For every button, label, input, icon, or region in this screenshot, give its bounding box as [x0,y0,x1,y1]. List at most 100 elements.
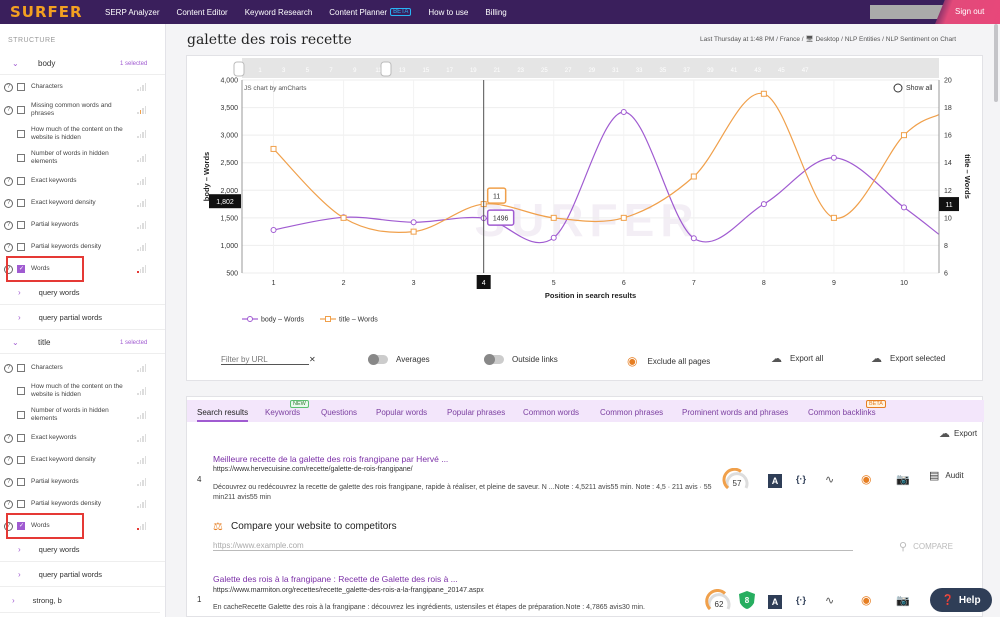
metric-row[interactable]: ? Partial keywords density [0,493,165,515]
nav-content-editor[interactable]: Content Editor [176,7,228,17]
shield-score-icon[interactable]: 8 [738,590,756,610]
metric-checkbox[interactable] [17,221,25,229]
result-title-link[interactable]: Meilleure recette de la galette des rois… [213,454,449,464]
sub-query-words-body[interactable]: › query words [0,281,165,305]
metric-checkbox[interactable] [17,130,25,138]
metric-row[interactable]: How much of the content on the website i… [0,379,165,403]
metric-row[interactable]: ? Characters [0,357,165,379]
result-url[interactable]: https://www.marmiton.org/recettes/recett… [213,587,484,594]
tab-popular-words[interactable]: Popular words [376,408,428,417]
filter-url-input[interactable] [221,355,309,365]
outside-links-toggle[interactable]: Outside links [484,354,558,365]
help-icon[interactable]: ? [4,242,13,252]
title-group[interactable]: ⌄ title 1 selected [0,332,165,354]
body-group[interactable]: ⌄ body 1 selected [0,53,165,75]
metric-checkbox[interactable] [17,154,25,162]
result-title-link[interactable]: Galette des rois à la frangipane : Recet… [213,574,458,584]
metric-row[interactable]: ? Exact keyword density [0,192,165,214]
metric-checkbox[interactable] [17,243,25,251]
camera-icon[interactable]: 📷 [896,474,910,486]
help-icon[interactable]: ? [4,363,13,373]
compare-button[interactable]: ⚲ COMPARE [899,540,953,553]
metric-checkbox[interactable] [17,106,25,114]
help-icon[interactable]: ? [4,477,13,487]
metric-checkbox[interactable] [17,83,25,91]
camera-icon[interactable]: 📷 [896,595,910,607]
content-score-gauge[interactable]: 57 [722,468,752,492]
export-selected-button[interactable]: ☁ Export selected [871,352,945,365]
metric-checkbox[interactable] [17,177,25,185]
eye-icon[interactable]: ◉ [861,472,872,486]
nav-billing[interactable]: Billing [485,7,507,17]
tab-questions[interactable]: Questions [321,408,358,417]
metric-row[interactable]: ? Partial keywords [0,214,165,236]
export-all-button[interactable]: ☁ Export all [771,352,823,365]
tab-search-results[interactable]: Search results [197,408,249,422]
help-icon[interactable]: ? [4,82,13,92]
trend-icon[interactable]: ∿ [825,595,835,607]
metric-checkbox[interactable] [17,500,25,508]
content-score-gauge[interactable]: 62 [704,589,734,613]
help-icon[interactable]: ? [4,264,13,274]
averages-toggle[interactable]: Averages [368,354,430,365]
metric-row[interactable]: ? Characters [0,76,165,98]
help-icon[interactable]: ? [4,198,13,208]
metric-checkbox[interactable] [17,456,25,464]
metric-checkbox[interactable] [17,265,25,273]
sub-query-partial-words-title[interactable]: › query partial words [0,563,165,587]
help-icon[interactable]: ? [4,176,13,186]
metric-row[interactable]: ? Exact keyword density [0,449,165,471]
signout-link[interactable]: Sign out [955,7,985,16]
nav-how-to-use[interactable]: How to use [428,7,469,17]
metric-checkbox[interactable] [17,522,25,530]
result-url[interactable]: https://www.hervecuisine.com/recette/gal… [213,466,413,473]
eye-icon[interactable]: ◉ [861,593,872,607]
help-icon[interactable]: ? [4,105,13,115]
tab-prominent-words[interactable]: Prominent words and phrases [682,408,789,417]
metric-checkbox[interactable] [17,478,25,486]
metric-row[interactable]: ? Words [0,258,165,280]
metric-row[interactable]: Number of words in hidden elements [0,403,165,427]
strong-group[interactable]: › strong, b [0,589,160,613]
help-icon[interactable]: ? [4,455,13,465]
metric-row[interactable]: How much of the content on the website i… [0,122,165,146]
nav-serp-analyzer[interactable]: SERP Analyzer [105,7,160,17]
tab-popular-phrases[interactable]: Popular phrases [447,408,506,417]
help-icon[interactable]: ? [4,433,13,443]
help-icon[interactable]: ? [4,220,13,230]
metric-row[interactable]: ? Exact keywords [0,170,165,192]
tab-common-phrases[interactable]: Common phrases [600,408,664,417]
nav-content-planner[interactable]: Content Planner BETA [329,8,412,17]
audit-button[interactable]: ▤ Audit [929,469,964,482]
metric-checkbox[interactable] [17,364,25,372]
help-icon[interactable]: ? [4,521,13,531]
help-icon[interactable]: ? [4,499,13,509]
sub-query-words-title[interactable]: › query words [0,538,165,562]
metric-row[interactable]: ? Exact keywords [0,427,165,449]
help-button[interactable]: ❓ Help [930,588,992,612]
compare-url-input[interactable] [213,541,853,551]
exclude-all-pages-button[interactable]: ◉ Exclude all pages [627,354,710,368]
code-icon[interactable]: {·} [796,595,807,605]
tab-keywords[interactable]: Keywords [265,408,301,417]
nav-keyword-research[interactable]: Keyword Research [244,7,313,17]
page-scrollbar[interactable] [992,24,1000,617]
serp-line-chart[interactable]: 1 3 5 7 9 11 13 15 17 19 21 23 25 27 29 31 33 35 37 39 41 43 4… [187,56,984,382]
metric-row[interactable]: ? Words [0,515,165,537]
metric-row[interactable]: ? Partial keywords [0,471,165,493]
text-analysis-icon[interactable]: A [768,595,782,609]
metric-row[interactable]: ? Partial keywords density [0,236,165,258]
metric-row[interactable]: Number of words in hidden elements [0,146,165,170]
metric-checkbox[interactable] [17,199,25,207]
scrollbar-thumb[interactable] [994,24,998,102]
tab-common-backlinks[interactable]: Common backlinks [808,408,876,417]
metric-checkbox[interactable] [17,411,25,419]
surfer-logo[interactable]: SURFER [10,3,83,21]
clear-filter-icon[interactable]: ✕ [309,355,316,364]
metric-row[interactable]: ? Missing common words and phrases [0,98,165,122]
metric-checkbox[interactable] [17,434,25,442]
tab-common-words[interactable]: Common words [523,408,580,417]
sub-query-partial-words-body[interactable]: › query partial words [0,306,165,330]
export-button[interactable]: ☁ Export [939,427,977,440]
code-icon[interactable]: {·} [796,474,807,484]
